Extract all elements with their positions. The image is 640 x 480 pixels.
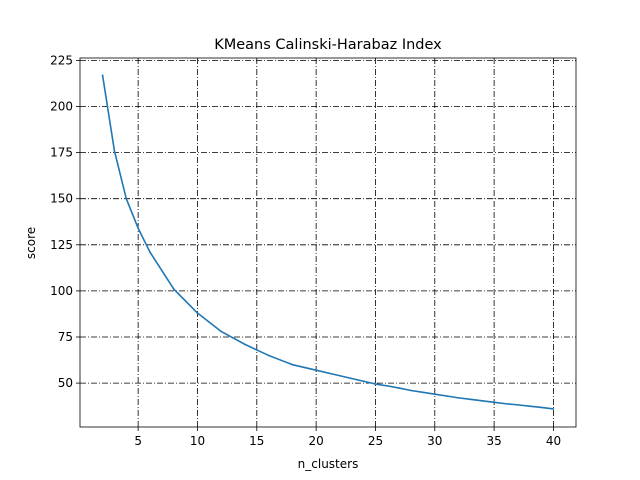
x-tick-label: 15	[249, 434, 264, 448]
y-tick-label: 175	[50, 146, 73, 160]
data-point	[113, 149, 116, 152]
data-point	[161, 269, 163, 272]
x-tick-label: 20	[308, 434, 323, 448]
data-point	[256, 349, 258, 351]
x-tick-label: 5	[134, 434, 142, 448]
data-point	[208, 321, 211, 324]
y-tick-label: 100	[50, 284, 73, 298]
data-point	[196, 312, 199, 314]
data-point	[528, 405, 531, 407]
y-axis-label: score	[24, 227, 38, 259]
y-axis-ticks: 50 75 100 125 150 175 200 225	[50, 53, 80, 390]
grid	[80, 58, 576, 427]
data-point	[232, 337, 234, 339]
data-point	[410, 389, 412, 392]
data-point	[101, 74, 104, 76]
y-tick-label: 150	[50, 192, 73, 206]
data-point	[374, 383, 377, 385]
data-point	[433, 393, 436, 395]
data-point	[172, 288, 175, 290]
data-point	[505, 402, 507, 405]
data-point	[398, 387, 400, 389]
data-point	[339, 374, 341, 377]
data-point	[457, 397, 460, 399]
x-tick-label: 30	[427, 434, 442, 448]
data-point	[220, 330, 223, 333]
data-point	[540, 406, 543, 409]
x-axis-ticks: 5 10 15 20 25 30 35 40	[134, 427, 561, 448]
data-point	[244, 343, 246, 346]
data-point	[493, 401, 495, 404]
data-point	[149, 251, 151, 253]
chart-title: KMeans Calinski-Harabaz Index	[214, 37, 442, 53]
data-point	[481, 400, 484, 402]
x-axis-label: n_clusters	[298, 457, 359, 471]
data-point	[291, 363, 294, 366]
data-point	[517, 404, 519, 406]
data-point	[422, 391, 424, 394]
y-tick-label: 125	[50, 238, 73, 252]
data-point	[303, 366, 306, 369]
y-tick-label: 50	[58, 376, 73, 390]
data-point	[279, 359, 282, 361]
x-tick-label: 10	[190, 434, 205, 448]
data-point	[137, 227, 139, 230]
y-tick-label: 75	[58, 330, 73, 344]
data-point	[184, 300, 187, 302]
data-point	[267, 354, 270, 357]
data-point	[386, 385, 389, 387]
data-point	[552, 408, 555, 410]
x-tick-label: 40	[546, 434, 561, 448]
data-point	[362, 380, 365, 383]
y-tick-label: 225	[50, 53, 73, 67]
x-tick-label: 35	[486, 434, 501, 448]
data-point	[125, 197, 128, 200]
data-point	[327, 372, 329, 374]
x-tick-label: 25	[368, 434, 383, 448]
y-tick-label: 200	[50, 99, 73, 113]
data-point	[445, 395, 448, 397]
data-point	[350, 377, 353, 380]
data-point	[315, 369, 317, 372]
plot-frame	[79, 57, 577, 428]
series-group	[101, 74, 555, 410]
data-point	[469, 398, 472, 401]
